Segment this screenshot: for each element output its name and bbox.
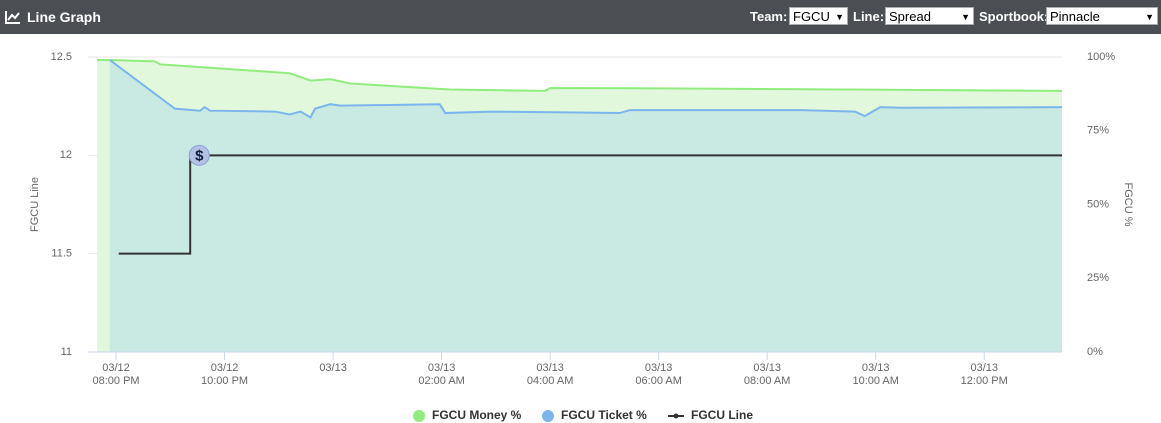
y-tick-label: 12.5 <box>51 51 72 63</box>
control-label: Sportbook: <box>979 9 1049 24</box>
y2-axis-title: FGCU % <box>1122 183 1134 227</box>
x-tick-label: 03/13 <box>536 362 564 374</box>
y2-tick-label: 25% <box>1087 272 1109 284</box>
marker-label: $ <box>195 147 204 164</box>
x-tick-label: 02:00 AM <box>418 375 464 387</box>
x-tick-label: 08:00 PM <box>92 375 139 387</box>
team-select[interactable]: FGCU ▼ <box>789 7 848 25</box>
control-label: Line: <box>853 9 885 24</box>
legend-symbol <box>413 410 425 422</box>
x-tick-label: 03/12 <box>211 362 239 374</box>
x-tick-label: 08:00 AM <box>744 375 790 387</box>
header-bar: Line Graph Team: FGCU ▼ Line: Spread ▼ Spo… <box>0 0 1161 34</box>
y-tick-label: 11.5 <box>51 248 72 260</box>
chart-icon <box>5 11 20 24</box>
chart: 11 11.5 12 12.5 0% 25% 50% 75% 100% FGCU Line FGCU… <box>29 51 1134 422</box>
y2-tick-label: 50% <box>1087 198 1109 210</box>
x-tick-label: 03/13 <box>428 362 456 374</box>
header-title: Line Graph <box>27 9 101 25</box>
line-move-marker <box>188 144 210 166</box>
y-tick-label: 12 <box>60 149 72 161</box>
select-value: Pinnacle <box>1050 9 1100 24</box>
line <box>97 58 1063 92</box>
legend-label: FGCU Line <box>691 408 753 422</box>
area <box>109 59 1063 352</box>
y2-tick-label: 100% <box>1087 51 1115 63</box>
legend-item[interactable]: FGCU Money % <box>413 408 522 422</box>
x-tick-label: 03/13 <box>319 362 347 374</box>
x-tick-label: 03/12 <box>102 362 130 374</box>
legend-item[interactable]: FGCU Line <box>668 408 753 422</box>
sportbook-select[interactable]: Pinnacle ▼ <box>1046 7 1158 25</box>
legend-label: FGCU Ticket % <box>561 408 647 422</box>
y-axis-title: FGCU Line <box>29 177 41 232</box>
legend-label: FGCU Money % <box>432 408 522 422</box>
x-tick-label: 03/13 <box>645 362 673 374</box>
y-tick-label: 11 <box>61 346 72 358</box>
x-tick-label: 12:00 PM <box>961 375 1008 387</box>
x-tick-label: 03/13 <box>970 362 998 374</box>
select-value: Spread <box>889 9 931 24</box>
control-label: Team: <box>750 9 788 24</box>
x-tick-label: 10:00 AM <box>852 375 898 387</box>
x-tick-label: 04:00 AM <box>527 375 573 387</box>
x-tick-label: 10:00 PM <box>201 375 248 387</box>
line <box>109 59 1063 119</box>
x-tick-label: 03/13 <box>753 362 781 374</box>
y2-tick-label: 75% <box>1087 125 1109 137</box>
x-tick-label: 06:00 AM <box>635 375 681 387</box>
line <box>118 154 1062 255</box>
legend-symbol <box>673 413 679 419</box>
select-value: FGCU <box>793 9 830 24</box>
x-tick-label: 03/13 <box>862 362 890 374</box>
legend-symbol <box>542 410 554 422</box>
legend-item[interactable]: FGCU Ticket % <box>542 408 647 422</box>
line-select[interactable]: Spread ▼ <box>885 7 974 25</box>
y2-tick-label: 0% <box>1087 346 1103 358</box>
